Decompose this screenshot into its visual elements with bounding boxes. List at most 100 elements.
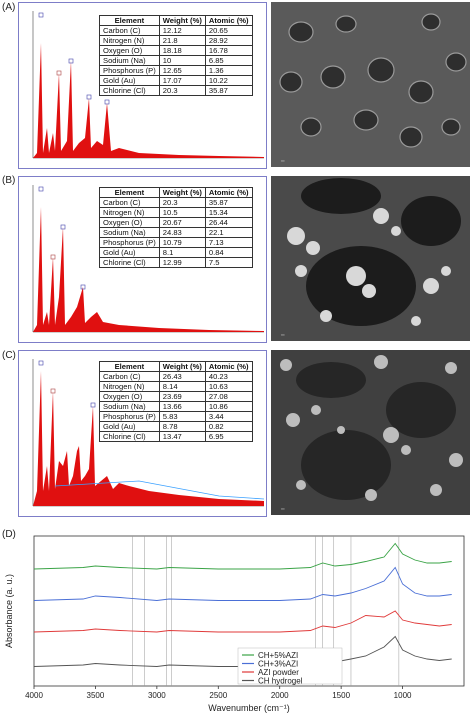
header-weight: Weight (%) bbox=[158, 187, 206, 198]
element-table-header: Element Weight (%) Atomic (%) bbox=[99, 187, 253, 198]
sem-image-c-texture bbox=[271, 350, 470, 515]
legend-label: CH+3%AZI bbox=[258, 660, 298, 669]
cell-weight: 13.47 bbox=[158, 431, 206, 442]
cell-atomic: 35.87 bbox=[204, 85, 253, 96]
panel-label-c: (C) bbox=[2, 350, 16, 361]
cell-element: Oxygen (O) bbox=[99, 45, 160, 56]
header-weight: Weight (%) bbox=[158, 15, 206, 26]
table-row: Nitrogen (N) 10.5 15.34 bbox=[99, 207, 253, 218]
x-tick-label: 1000 bbox=[394, 691, 412, 700]
cell-atomic: 0.82 bbox=[204, 421, 253, 432]
panel-label-a: (A) bbox=[2, 2, 16, 13]
table-row: Chlorine (Cl) 20.3 35.87 bbox=[99, 85, 253, 96]
table-row: Phosphorus (P) 10.79 7.13 bbox=[99, 237, 253, 248]
x-tick-label: 2500 bbox=[209, 691, 227, 700]
cell-element: Nitrogen (N) bbox=[99, 207, 160, 218]
sem-image-b: ━━ bbox=[271, 176, 470, 341]
table-row: Carbon (C) 26.43 40.23 bbox=[99, 371, 253, 382]
x-tick-label: 3000 bbox=[148, 691, 166, 700]
cell-element: Gold (Au) bbox=[99, 75, 160, 86]
panel-label-d: (D) bbox=[2, 529, 16, 540]
table-row: Phosphorus (P) 5.83 3.44 bbox=[99, 411, 253, 422]
table-row: Oxygen (O) 23.69 27.08 bbox=[99, 391, 253, 402]
cell-element: Nitrogen (N) bbox=[99, 381, 160, 392]
header-weight: Weight (%) bbox=[158, 361, 206, 372]
sem-image-c: ━━ bbox=[271, 350, 470, 515]
header-atomic: Atomic (%) bbox=[204, 187, 253, 198]
element-table-header: Element Weight (%) Atomic (%) bbox=[99, 15, 253, 26]
cell-weight: 12.99 bbox=[158, 257, 206, 268]
cell-element: Carbon (C) bbox=[99, 25, 160, 36]
edx-spectrum-a: Element Weight (%) Atomic (%) Carbon (C) 12… bbox=[18, 2, 267, 169]
table-row: Gold (Au) 8.78 0.82 bbox=[99, 421, 253, 432]
edx-spectrum-b-plot bbox=[32, 185, 264, 333]
cell-atomic: 20.65 bbox=[204, 25, 253, 36]
sem-scale-bar: ━━ bbox=[281, 507, 285, 511]
cell-atomic: 6.95 bbox=[204, 431, 253, 442]
table-row: Chlorine (Cl) 13.47 6.95 bbox=[99, 431, 253, 442]
cell-element: Gold (Au) bbox=[99, 421, 160, 432]
header-element: Element bbox=[99, 15, 160, 26]
x-tick-label: 4000 bbox=[25, 691, 43, 700]
cell-element: Gold (Au) bbox=[99, 247, 160, 258]
legend-box bbox=[237, 647, 343, 685]
y-axis-label: Absorbance (a. u.) bbox=[4, 574, 14, 648]
cell-weight: 21.8 bbox=[158, 35, 206, 46]
table-row: Oxygen (O) 20.67 26.44 bbox=[99, 217, 253, 228]
element-table-b: Element Weight (%) Atomic (%) Carbon (C) 20… bbox=[99, 187, 253, 268]
cell-element: Nitrogen (N) bbox=[99, 35, 160, 46]
cell-element: Sodium (Na) bbox=[99, 55, 160, 66]
table-row: Phosphorus (P) 12.65 1.36 bbox=[99, 65, 253, 76]
cell-weight: 24.83 bbox=[158, 227, 206, 238]
cell-atomic: 16.78 bbox=[204, 45, 253, 56]
cell-weight: 23.69 bbox=[158, 391, 206, 402]
edx-spectrum-a-plot bbox=[32, 11, 264, 159]
table-row: Gold (Au) 17.07 10.22 bbox=[99, 75, 253, 86]
cell-weight: 26.43 bbox=[158, 371, 206, 382]
cell-weight: 8.14 bbox=[158, 381, 206, 392]
cell-weight: 20.67 bbox=[158, 217, 206, 228]
cell-weight: 20.3 bbox=[158, 197, 206, 208]
cell-atomic: 35.87 bbox=[204, 197, 253, 208]
edx-spectrum-b: Element Weight (%) Atomic (%) Carbon (C) 20… bbox=[18, 176, 267, 343]
cell-element: Phosphorus (P) bbox=[99, 65, 160, 76]
cell-weight: 10.79 bbox=[158, 237, 206, 248]
cell-atomic: 7.13 bbox=[204, 237, 253, 248]
cell-atomic: 28.92 bbox=[204, 35, 253, 46]
cell-weight: 10 bbox=[158, 55, 206, 66]
cell-element: Chlorine (Cl) bbox=[99, 85, 160, 96]
cell-element: Oxygen (O) bbox=[99, 217, 160, 228]
cell-weight: 13.66 bbox=[158, 401, 206, 412]
cell-weight: 8.78 bbox=[158, 421, 206, 432]
cell-weight: 10.5 bbox=[158, 207, 206, 218]
header-element: Element bbox=[99, 187, 160, 198]
cell-atomic: 40.23 bbox=[204, 371, 253, 382]
sem-image-a-texture bbox=[271, 2, 470, 167]
cell-element: Phosphorus (P) bbox=[99, 237, 160, 248]
cell-weight: 5.83 bbox=[158, 411, 206, 422]
legend-label: AZI powder bbox=[258, 668, 299, 677]
cell-element: Oxygen (O) bbox=[99, 391, 160, 402]
cell-atomic: 6.85 bbox=[204, 55, 253, 66]
cell-element: Phosphorus (P) bbox=[99, 411, 160, 422]
cell-element: Sodium (Na) bbox=[99, 401, 160, 412]
table-row: Oxygen (O) 18.18 16.78 bbox=[99, 45, 253, 56]
table-row: Nitrogen (N) 21.8 28.92 bbox=[99, 35, 253, 46]
cell-atomic: 26.44 bbox=[204, 217, 253, 228]
table-row: Carbon (C) 20.3 35.87 bbox=[99, 197, 253, 208]
legend-label: CH+5%AZI bbox=[258, 651, 298, 660]
cell-weight: 8.1 bbox=[158, 247, 206, 258]
cell-atomic: 10.22 bbox=[204, 75, 253, 86]
sem-image-a: ━━ bbox=[271, 2, 470, 167]
cell-atomic: 1.36 bbox=[204, 65, 253, 76]
edx-spectrum-c-plot bbox=[32, 359, 265, 507]
cell-weight: 18.18 bbox=[158, 45, 206, 56]
cell-weight: 12.65 bbox=[158, 65, 206, 76]
series-line bbox=[33, 610, 452, 633]
cell-atomic: 10.86 bbox=[204, 401, 253, 412]
element-table-header: Element Weight (%) Atomic (%) bbox=[99, 361, 253, 372]
x-tick-label: 2000 bbox=[271, 691, 289, 700]
series-line bbox=[33, 566, 452, 601]
table-row: Sodium (Na) 10 6.85 bbox=[99, 55, 253, 66]
cell-element: Carbon (C) bbox=[99, 197, 160, 208]
